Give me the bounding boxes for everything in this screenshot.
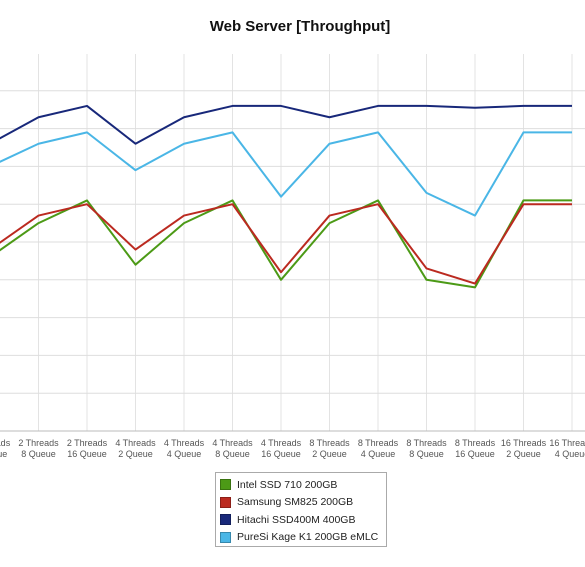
x-tick-label: 8 Threads (309, 438, 350, 448)
series-line-2 (0, 203, 572, 285)
legend-label: Intel SSD 710 200GB (237, 478, 338, 491)
x-tick-label: 2 Queue (312, 449, 347, 459)
x-tick-label: 4 Threads (212, 438, 253, 448)
x-tick-label: 4 Queue (0, 449, 7, 459)
x-tick-label: 8 Queue (409, 449, 444, 459)
x-tick-label: 1 Threads (0, 438, 11, 448)
x-tick-label: 2 Threads (67, 438, 108, 448)
series-line-4 (0, 131, 572, 217)
legend-swatch (220, 496, 231, 508)
x-tick-label: 16 Threads (501, 438, 547, 448)
grid (0, 54, 585, 432)
x-tick-label: 2 Queue (506, 449, 541, 459)
legend-item: Samsung SM825 200GB (220, 494, 386, 512)
x-tick-label: 16 Threads (549, 438, 585, 448)
legend: Intel SSD 710 200GB Samsung SM825 200GB Hi… (215, 472, 387, 547)
x-tick-label: 8 Queue (215, 449, 250, 459)
x-tick-label: 4 Threads (164, 438, 205, 448)
x-tick-label: 4 Queue (361, 449, 396, 459)
x-tick-label: 4 Queue (167, 449, 202, 459)
x-tick-label: 8 Threads (455, 438, 496, 448)
legend-label: Hitachi SSD400M 400GB (237, 513, 356, 526)
x-tick-label: 16 Queue (455, 449, 495, 459)
x-tick-label: 4 Threads (261, 438, 302, 448)
x-tick-label: 2 Threads (18, 438, 59, 448)
x-tick-label: 16 Queue (67, 449, 107, 459)
x-tick-label: 8 Threads (358, 438, 399, 448)
x-tick-label: 4 Threads (115, 438, 156, 448)
x-tick-label: 16 Queue (261, 449, 301, 459)
series-line-1 (0, 199, 572, 289)
legend-label: Samsung SM825 200GB (237, 496, 354, 509)
x-tick-label: 8 Queue (21, 449, 56, 459)
legend-swatch (220, 531, 231, 543)
legend-label: PureSi Kage K1 200GB eMLC (237, 531, 379, 544)
legend-item: Hitachi SSD400M 400GB (220, 511, 386, 529)
legend-item: PureSi Kage K1 200GB eMLC (220, 529, 386, 547)
legend-swatch (220, 479, 231, 491)
legend-item: Intel SSD 710 200GB (220, 476, 386, 494)
series-line-3 (0, 104, 572, 145)
x-tick-label: 8 Threads (406, 438, 447, 448)
legend-swatch (220, 514, 231, 526)
series-lines (0, 104, 572, 289)
x-tick-label: 4 Queue (555, 449, 585, 459)
x-tick-label: 2 Queue (118, 449, 153, 459)
chart-title: Web Server [Throughput] (209, 18, 391, 35)
